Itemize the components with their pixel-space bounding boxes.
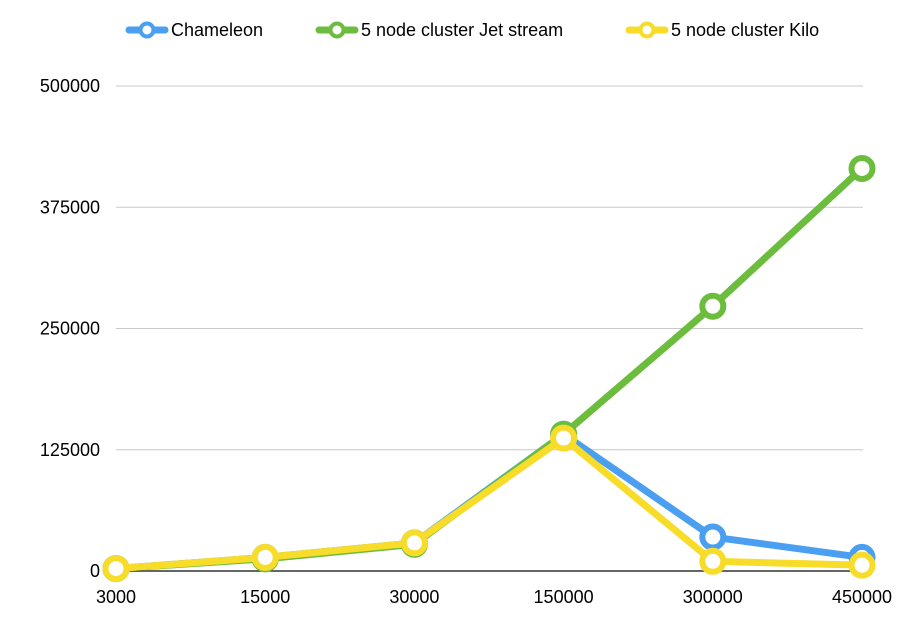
x-axis: 3000 15000 30000 150000 300000 450000 xyxy=(96,570,892,607)
legend-item: Chameleon xyxy=(125,20,263,40)
y-tick-label: 125000 xyxy=(40,440,100,460)
legend-label: 5 node cluster Jet stream xyxy=(361,20,563,40)
data-point xyxy=(699,523,727,551)
data-point xyxy=(400,529,428,557)
data-point xyxy=(550,424,578,452)
data-point xyxy=(102,555,130,583)
x-tick-label: 150000 xyxy=(534,587,594,607)
series-0 xyxy=(102,420,876,583)
series-line xyxy=(112,164,866,573)
data-point xyxy=(848,154,876,182)
x-tick-label: 15000 xyxy=(240,587,290,607)
legend-item: 5 node cluster Jet stream xyxy=(315,20,563,40)
gridlines xyxy=(116,85,863,451)
x-tick-label: 300000 xyxy=(683,587,743,607)
legend-item: 5 node cluster Kilo xyxy=(625,20,819,40)
y-tick-label: 250000 xyxy=(40,319,100,339)
legend-swatch-marker xyxy=(638,21,656,39)
series-line xyxy=(112,430,866,573)
legend-swatch-marker xyxy=(138,21,156,39)
data-point xyxy=(699,292,727,320)
y-tick-label: 0 xyxy=(90,561,100,581)
series-group xyxy=(102,154,876,583)
legend-swatch-marker xyxy=(328,21,346,39)
legend: Chameleon 5 node cluster Jet stream 5 node… xyxy=(125,20,819,40)
x-tick-label: 450000 xyxy=(832,587,892,607)
x-tick-label: 30000 xyxy=(389,587,439,607)
y-axis: 0 125000 250000 375000 500000 xyxy=(40,76,100,581)
data-point xyxy=(848,551,876,579)
series-line xyxy=(112,434,866,573)
x-tick-label: 3000 xyxy=(96,587,136,607)
data-point xyxy=(251,543,279,571)
y-tick-label: 375000 xyxy=(40,197,100,217)
series-1 xyxy=(102,154,876,583)
data-point xyxy=(699,547,727,575)
series-2 xyxy=(102,424,876,583)
legend-label: 5 node cluster Kilo xyxy=(671,20,819,40)
y-tick-label: 500000 xyxy=(40,76,100,96)
legend-label: Chameleon xyxy=(171,20,263,40)
